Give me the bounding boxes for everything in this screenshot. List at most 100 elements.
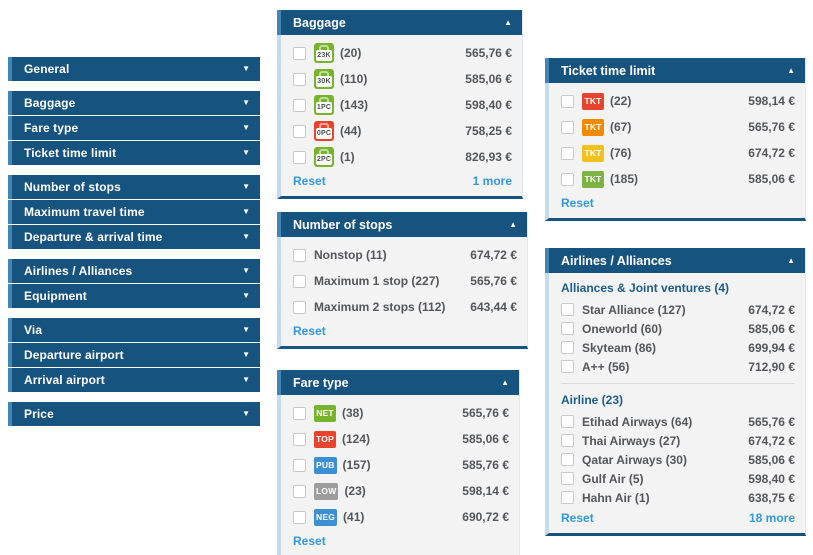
sidebar-item[interactable]: Departure airport ▼ bbox=[8, 343, 260, 367]
stops-filter-row[interactable]: Maximum 2 stops (112) 643,44 € bbox=[281, 294, 527, 320]
sidebar-item-label: Fare type bbox=[24, 121, 79, 135]
fare-filter-row[interactable]: TOP (124) 585,06 € bbox=[281, 426, 519, 452]
reset-link[interactable]: Reset bbox=[293, 174, 326, 188]
stops-panel-header[interactable]: Number of stops ▲ bbox=[277, 212, 527, 237]
ttl-filter-row[interactable]: TKT (76) 674,72 € bbox=[549, 140, 805, 166]
sidebar-item-label: Departure airport bbox=[24, 348, 124, 362]
sidebar-item-label: Departure & arrival time bbox=[24, 230, 163, 244]
sidebar-item[interactable]: Price ▼ bbox=[8, 402, 260, 426]
checkbox[interactable] bbox=[293, 46, 306, 60]
alliance-filter-row[interactable]: Star Alliance (127) 674,72 € bbox=[549, 300, 805, 319]
ttl-filter-row[interactable]: TKT (22) 598,14 € bbox=[549, 88, 805, 114]
checkbox[interactable] bbox=[293, 274, 306, 288]
checkbox[interactable] bbox=[293, 510, 306, 524]
sidebar-item[interactable]: Fare type ▼ bbox=[8, 116, 260, 140]
reset-link[interactable]: Reset bbox=[293, 324, 326, 338]
alliance-filter-row[interactable]: A++ (56) 712,90 € bbox=[549, 357, 805, 376]
airline-filter-row[interactable]: Qatar Airways (30) 585,06 € bbox=[549, 450, 805, 469]
checkbox[interactable] bbox=[561, 415, 574, 428]
fare-filter-row[interactable]: PUB (157) 585,76 € bbox=[281, 452, 519, 478]
filter-count-label: (157) bbox=[342, 458, 371, 472]
stops-filter-row[interactable]: Maximum 1 stop (227) 565,76 € bbox=[281, 268, 527, 294]
chevron-up-icon: ▲ bbox=[504, 17, 512, 27]
checkbox[interactable] bbox=[561, 120, 574, 134]
airlines-panel-header[interactable]: Airlines / Alliances ▲ bbox=[545, 248, 805, 273]
sidebar-item[interactable]: Maximum travel time ▼ bbox=[8, 200, 260, 224]
fare-panel-header[interactable]: Fare type ▲ bbox=[277, 370, 519, 395]
chevron-down-icon: ▼ bbox=[242, 232, 250, 241]
checkbox[interactable] bbox=[293, 72, 306, 86]
checkbox[interactable] bbox=[293, 150, 306, 164]
baggage-filter-row[interactable]: 0PC (44) 758,25 € bbox=[281, 118, 522, 144]
alliance-filter-row[interactable]: Skyteam (86) 699,94 € bbox=[549, 338, 805, 357]
checkbox[interactable] bbox=[293, 248, 306, 262]
fare-filter-row[interactable]: LOW (23) 598,14 € bbox=[281, 478, 519, 504]
filter-price: 598,14 € bbox=[462, 484, 509, 498]
sidebar-item[interactable]: Via ▼ bbox=[8, 318, 260, 342]
ttl-panel-header[interactable]: Ticket time limit ▲ bbox=[545, 58, 805, 83]
sidebar-item[interactable]: Airlines / Alliances ▼ bbox=[8, 259, 260, 283]
reset-link[interactable]: Reset bbox=[293, 534, 326, 548]
checkbox[interactable] bbox=[293, 300, 306, 314]
sidebar-item-label: Arrival airport bbox=[24, 373, 105, 387]
filter-price: 674,72 € bbox=[748, 146, 795, 160]
checkbox[interactable] bbox=[293, 406, 306, 420]
airline-filter-row[interactable]: Hahn Air (1) 638,75 € bbox=[549, 488, 805, 507]
checkbox[interactable] bbox=[293, 484, 306, 498]
sidebar-item[interactable]: General ▼ bbox=[8, 57, 260, 81]
sidebar-item-label: Equipment bbox=[24, 289, 87, 303]
baggage-filter-row[interactable]: 1PC (143) 598,40 € bbox=[281, 92, 522, 118]
checkbox[interactable] bbox=[293, 458, 306, 472]
filter-count-label: (76) bbox=[610, 146, 632, 160]
checkbox[interactable] bbox=[561, 341, 574, 354]
checkbox[interactable] bbox=[561, 172, 574, 186]
checkbox[interactable] bbox=[561, 360, 574, 373]
checkbox[interactable] bbox=[561, 94, 574, 108]
baggage-filter-row[interactable]: 2PC (1) 826,93 € bbox=[281, 144, 522, 170]
filter-price: 638,75 € bbox=[748, 490, 795, 505]
filter-price: 585,76 € bbox=[462, 458, 509, 472]
airline-filter-row[interactable]: Thai Airways (27) 674,72 € bbox=[549, 431, 805, 450]
checkbox[interactable] bbox=[293, 432, 306, 446]
show-more-link[interactable]: 18 more bbox=[748, 511, 795, 525]
fare-filter-row[interactable]: NEG (41) 690,72 € bbox=[281, 504, 519, 530]
reset-link[interactable]: Reset bbox=[561, 196, 594, 210]
airline-filter-row[interactable]: Etihad Airways (64) 565,76 € bbox=[549, 412, 805, 431]
checkbox[interactable] bbox=[561, 303, 574, 316]
alliance-filter-row[interactable]: Oneworld (60) 585,06 € bbox=[549, 319, 805, 338]
sidebar-group: Number of stops ▼ Maximum travel time ▼ Depa… bbox=[8, 175, 260, 249]
panel-title: Airlines / Alliances bbox=[561, 253, 672, 268]
baggage-filter-row[interactable]: 30K (110) 585,06 € bbox=[281, 66, 522, 92]
checkbox[interactable] bbox=[561, 434, 574, 447]
fare-filter-row[interactable]: NET (38) 565,76 € bbox=[281, 400, 519, 426]
checkbox[interactable] bbox=[293, 124, 306, 138]
checkbox[interactable] bbox=[561, 472, 574, 485]
show-more-link[interactable]: 1 more bbox=[472, 174, 512, 188]
airline-filter-row[interactable]: Gulf Air (5) 598,40 € bbox=[549, 469, 805, 488]
sidebar-item[interactable]: Ticket time limit ▼ bbox=[8, 141, 260, 165]
filter-label: Maximum 1 stop (227) bbox=[314, 274, 440, 288]
sidebar-item[interactable]: Departure & arrival time ▼ bbox=[8, 225, 260, 249]
checkbox[interactable] bbox=[561, 453, 574, 466]
baggage-filter-row[interactable]: 23K (20) 565,76 € bbox=[281, 40, 522, 66]
sidebar-item[interactable]: Equipment ▼ bbox=[8, 284, 260, 308]
stops-filter-row[interactable]: Nonstop (11) 674,72 € bbox=[281, 242, 527, 268]
chevron-down-icon: ▼ bbox=[242, 123, 250, 132]
ttl-filter-row[interactable]: TKT (185) 585,06 € bbox=[549, 166, 805, 192]
chevron-down-icon: ▼ bbox=[242, 98, 250, 107]
checkbox[interactable] bbox=[561, 146, 574, 160]
filter-price: 674,72 € bbox=[748, 433, 795, 448]
checkbox[interactable] bbox=[561, 491, 574, 504]
chevron-up-icon: ▲ bbox=[501, 377, 509, 387]
checkbox[interactable] bbox=[293, 98, 306, 112]
sidebar-item[interactable]: Arrival airport ▼ bbox=[8, 368, 260, 392]
reset-link[interactable]: Reset bbox=[561, 511, 594, 525]
checkbox[interactable] bbox=[561, 322, 574, 335]
ttl-filter-row[interactable]: TKT (67) 565,76 € bbox=[549, 114, 805, 140]
baggage-panel-header[interactable]: Baggage ▲ bbox=[277, 10, 522, 35]
panel-title: Fare type bbox=[293, 375, 349, 390]
sidebar-item[interactable]: Baggage ▼ bbox=[8, 91, 260, 115]
sidebar-item[interactable]: Number of stops ▼ bbox=[8, 175, 260, 199]
sidebar-group: Airlines / Alliances ▼ Equipment ▼ bbox=[8, 259, 260, 308]
ticket-time-limit-badge-icon: TKT bbox=[582, 144, 604, 162]
